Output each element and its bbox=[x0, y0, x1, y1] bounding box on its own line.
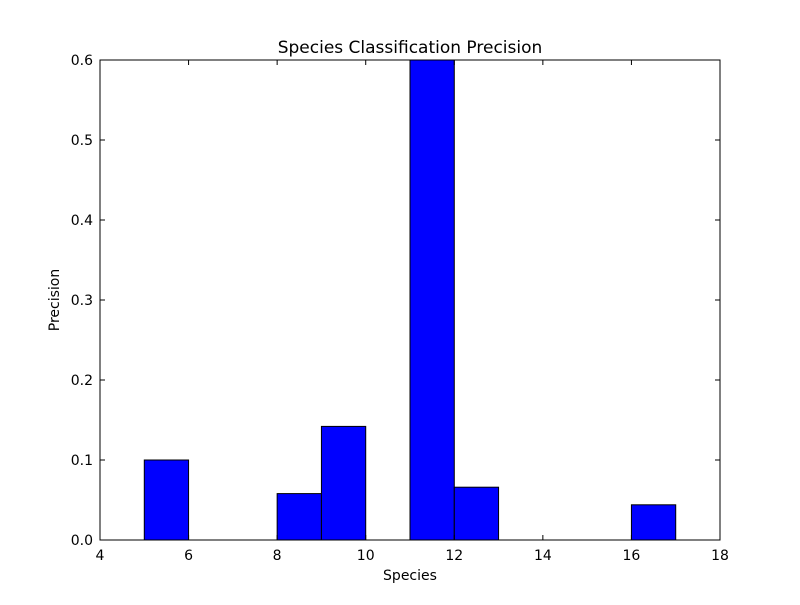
x-tick-label: 14 bbox=[534, 548, 552, 564]
y-tick-label: 0.3 bbox=[71, 293, 93, 309]
x-tick-label: 8 bbox=[273, 548, 282, 564]
y-axis-label: Precision bbox=[47, 269, 63, 331]
bars-layer bbox=[143, 59, 677, 541]
y-tick-label: 0.2 bbox=[71, 373, 93, 389]
x-tick-label: 16 bbox=[623, 548, 641, 564]
y-tick-label: 0.0 bbox=[71, 533, 93, 549]
x-axis-label: Species bbox=[383, 568, 437, 584]
x-tick-label: 12 bbox=[445, 548, 463, 564]
plot-frame bbox=[99, 59, 721, 541]
bar-5 bbox=[630, 504, 677, 541]
x-tick-label: 18 bbox=[711, 548, 729, 564]
bar-1 bbox=[276, 493, 322, 541]
x-tick-label: 10 bbox=[357, 548, 375, 564]
x-tick-label: 4 bbox=[96, 548, 105, 564]
x-tick-label: 6 bbox=[184, 548, 193, 564]
y-tick-label: 0.4 bbox=[71, 213, 93, 229]
bar-4 bbox=[453, 486, 500, 541]
y-tick-label: 0.5 bbox=[71, 133, 93, 149]
bar-2 bbox=[320, 425, 367, 541]
bar-3 bbox=[409, 59, 455, 541]
bar-0 bbox=[143, 459, 190, 541]
y-tick-label: 0.6 bbox=[71, 53, 93, 69]
ticks-layer: 4 6 8 10 12 14 16 18 0.0 0.1 0.2 0.3 0.4 0.5 0.6 bbox=[71, 53, 729, 564]
chart-title: Species Classification Precision bbox=[278, 38, 543, 58]
y-tick-label: 0.1 bbox=[71, 453, 93, 469]
